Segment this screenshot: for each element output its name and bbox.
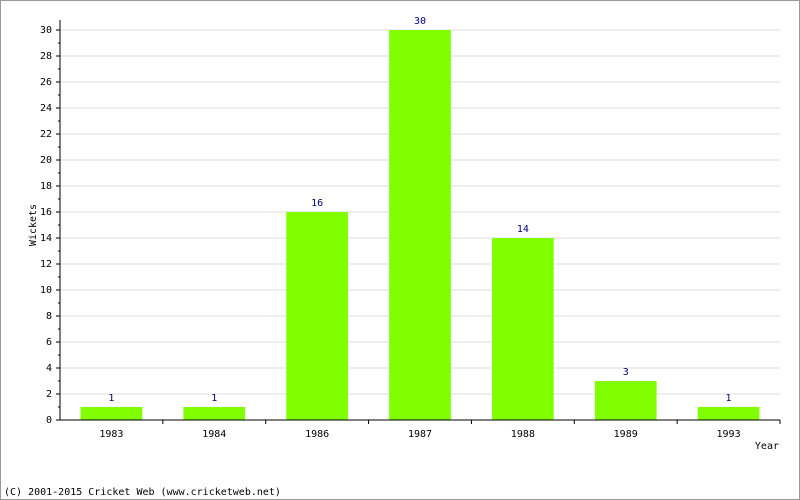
x-tick-label: 1983 <box>99 429 123 440</box>
y-axis-label: Wickets <box>28 204 39 246</box>
value-label: 14 <box>517 224 529 235</box>
bar <box>594 381 657 420</box>
bar <box>183 407 246 420</box>
x-tick-label: 1993 <box>717 429 741 440</box>
y-tick-label: 26 <box>40 77 52 88</box>
y-tick-label: 0 <box>46 415 52 426</box>
value-label: 16 <box>311 198 323 209</box>
bar <box>80 407 143 420</box>
y-tick-label: 4 <box>46 363 52 374</box>
bar <box>389 30 451 420</box>
y-tick-label: 30 <box>40 25 52 36</box>
x-tick-label: 1989 <box>614 429 638 440</box>
y-tick-label: 14 <box>40 233 52 244</box>
y-tick-label: 12 <box>40 259 52 270</box>
y-tick-label: 2 <box>46 389 52 400</box>
bar <box>492 238 554 420</box>
y-tick-label: 22 <box>40 129 52 140</box>
value-label: 3 <box>623 367 629 378</box>
y-tick-label: 6 <box>46 337 52 348</box>
value-label: 1 <box>726 393 732 404</box>
x-tick-label: 1986 <box>305 429 329 440</box>
value-label: 1 <box>108 393 114 404</box>
y-tick-label: 16 <box>40 207 52 218</box>
x-axis-label: Year <box>755 441 779 452</box>
value-label: 30 <box>414 16 426 27</box>
x-tick-label: 1987 <box>408 429 432 440</box>
bar <box>697 407 760 420</box>
bar <box>286 212 348 420</box>
y-tick-label: 18 <box>40 181 52 192</box>
y-tick-label: 10 <box>40 285 52 296</box>
y-tick-label: 8 <box>46 311 52 322</box>
y-tick-label: 24 <box>40 103 52 114</box>
y-tick-label: 20 <box>40 155 52 166</box>
y-tick-label: 28 <box>40 51 52 62</box>
value-label: 1 <box>211 393 217 404</box>
x-tick-label: 1984 <box>202 429 226 440</box>
footer: (C) 2001-2015 Cricket Web (www.cricketwe… <box>4 487 281 498</box>
x-tick-label: 1988 <box>511 429 535 440</box>
